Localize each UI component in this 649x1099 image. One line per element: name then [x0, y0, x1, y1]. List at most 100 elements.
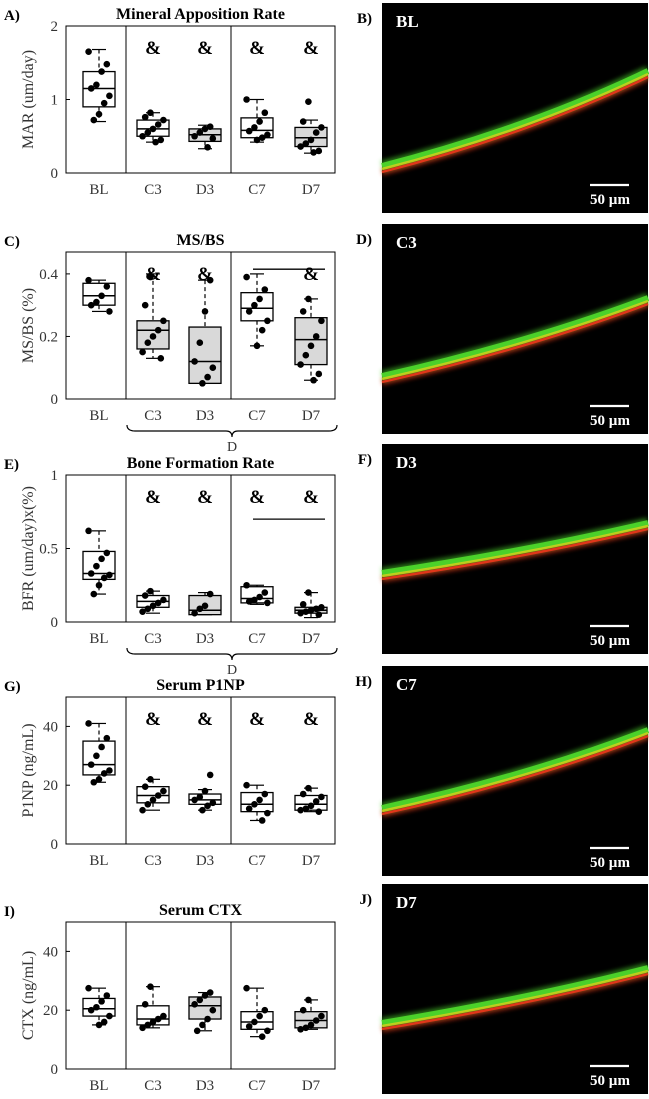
data-point: [318, 1012, 325, 1020]
data-point: [264, 317, 271, 325]
significance-marker: &: [145, 38, 161, 59]
data-point: [261, 790, 269, 798]
data-point: [258, 326, 266, 334]
significance-marker: &: [249, 709, 265, 730]
images-column: B) BL 50 µm D) C3 50 µm F) D3 50 µm H) C7 50 µm J) D7…: [355, 3, 649, 1094]
data-point: [93, 752, 100, 760]
data-point: [209, 1006, 217, 1014]
data-point: [87, 761, 95, 768]
data-point: [251, 596, 258, 604]
data-point: [87, 1006, 95, 1014]
box-c3: [136, 778, 170, 811]
data-point: [141, 113, 149, 121]
red-label-band: [381, 527, 649, 581]
data-point: [141, 1001, 149, 1008]
data-point: [95, 1021, 103, 1029]
x-tick-label: D3: [196, 182, 214, 198]
data-point: [307, 606, 315, 614]
x-tick-label: D3: [196, 631, 214, 647]
data-point: [201, 125, 209, 133]
data-point: [201, 308, 209, 315]
box-bl: [82, 722, 116, 783]
data-point: [160, 596, 167, 604]
yellow-overlap-band: [381, 969, 649, 1028]
data-point: [315, 370, 323, 378]
y-axis-label: BFR (um/day)x(%): [20, 486, 37, 611]
yellow-overlap-band: [381, 299, 649, 381]
data-point: [100, 1018, 108, 1026]
data-point: [299, 118, 307, 125]
data-point: [302, 805, 310, 813]
significance-marker: &: [197, 709, 213, 730]
chart-title: MS/BS: [176, 232, 224, 249]
data-point: [206, 989, 214, 996]
box-iqr: [188, 996, 222, 1020]
data-point: [160, 317, 167, 325]
data-point: [251, 124, 258, 131]
data-point: [297, 806, 304, 814]
data-point: [251, 801, 258, 808]
x-tick-label: D3: [196, 853, 214, 869]
x-tick-label: BL: [89, 631, 108, 647]
data-point: [100, 99, 108, 107]
data-point: [191, 1001, 198, 1008]
x-tick-label: C3: [144, 182, 162, 198]
data-point: [318, 317, 325, 325]
scale-bar-label: 50 µm: [590, 413, 630, 429]
data-point: [141, 301, 149, 309]
data-point: [201, 992, 209, 999]
micrograph-d7: J) D7 50 µm: [360, 884, 649, 1094]
x-tick-label: C7: [248, 853, 266, 869]
data-point: [251, 1018, 258, 1026]
data-point: [256, 593, 263, 601]
data-point: [93, 1003, 100, 1011]
x-tick-label: D7: [302, 182, 321, 198]
data-point: [201, 602, 209, 610]
data-point: [312, 1017, 320, 1024]
red-label-band: [381, 972, 649, 1031]
data-point: [204, 373, 211, 381]
data-point: [310, 376, 317, 384]
data-point: [243, 781, 250, 789]
data-point: [206, 123, 214, 130]
data-point: [305, 98, 312, 106]
chart-panel-e: E) Bone Formation Rate 0 0.5 1 BFR (um/day)x(…: [4, 455, 338, 678]
data-point: [100, 770, 108, 777]
data-point: [139, 806, 146, 814]
data-point: [103, 549, 111, 557]
data-point: [258, 817, 266, 824]
data-point: [256, 796, 263, 804]
x-tick-label: D7: [302, 631, 321, 647]
data-point: [149, 602, 157, 610]
data-point: [199, 1021, 206, 1029]
data-point: [264, 131, 271, 139]
data-point: [157, 355, 165, 362]
data-point: [204, 143, 211, 151]
data-point: [318, 604, 325, 611]
data-point: [302, 140, 310, 147]
data-point: [196, 996, 204, 1004]
data-point: [258, 1033, 266, 1040]
data-point: [85, 48, 92, 56]
data-point: [312, 605, 320, 613]
box-d7: [294, 298, 328, 381]
data-point: [144, 605, 152, 613]
data-point: [297, 361, 304, 368]
data-point: [160, 787, 167, 795]
micrograph-background: [382, 884, 648, 1094]
box-iqr: [82, 740, 116, 776]
x-tick-label: BL: [89, 182, 108, 198]
data-point: [157, 136, 165, 144]
y-tick-label: 0: [51, 1062, 59, 1078]
box-iqr: [188, 326, 222, 385]
micrograph-group-label: C3: [396, 233, 417, 252]
data-point: [299, 790, 307, 798]
data-point: [95, 776, 103, 783]
panel-letter: B): [357, 11, 372, 27]
data-point: [299, 601, 307, 608]
data-point: [302, 608, 310, 616]
y-tick-label: 0.4: [39, 267, 58, 283]
data-point: [98, 743, 105, 751]
x-tick-label: C7: [248, 631, 266, 647]
scale-bar-label: 50 µm: [590, 1073, 630, 1089]
